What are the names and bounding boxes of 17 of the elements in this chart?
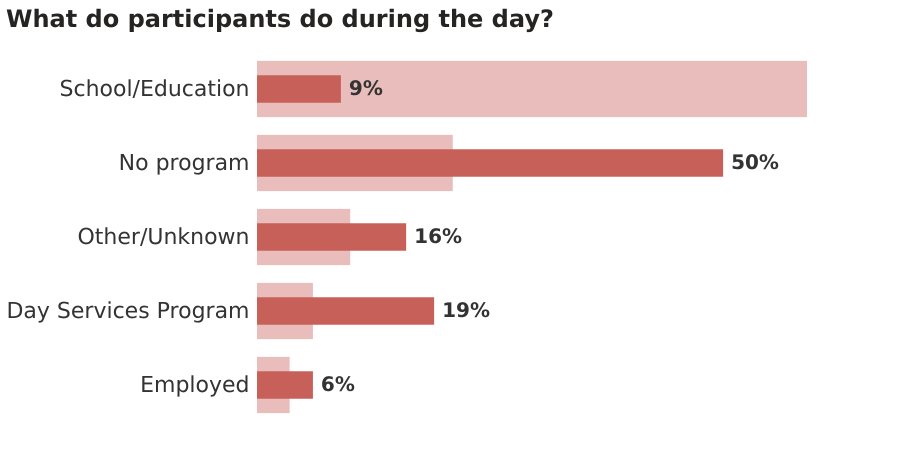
bar (257, 75, 341, 103)
y-tick-label: Day Services Program (6, 299, 250, 324)
data-label: 6% (320, 372, 355, 396)
y-tick-label: Other/Unknown (77, 225, 250, 250)
data-label: 50% (731, 150, 779, 174)
y-tick-label: No program (118, 151, 250, 176)
bar (257, 371, 313, 399)
y-tick-label: Employed (140, 373, 250, 398)
bar (257, 149, 724, 177)
bar (257, 223, 406, 251)
chart-title: What do participants do during the day? (6, 5, 554, 33)
data-label: 16% (414, 224, 462, 248)
data-label: 19% (442, 298, 490, 322)
bar (257, 60, 807, 118)
y-tick-label: School/Education (60, 77, 250, 102)
data-label: 9% (348, 76, 383, 100)
bar (257, 297, 434, 325)
